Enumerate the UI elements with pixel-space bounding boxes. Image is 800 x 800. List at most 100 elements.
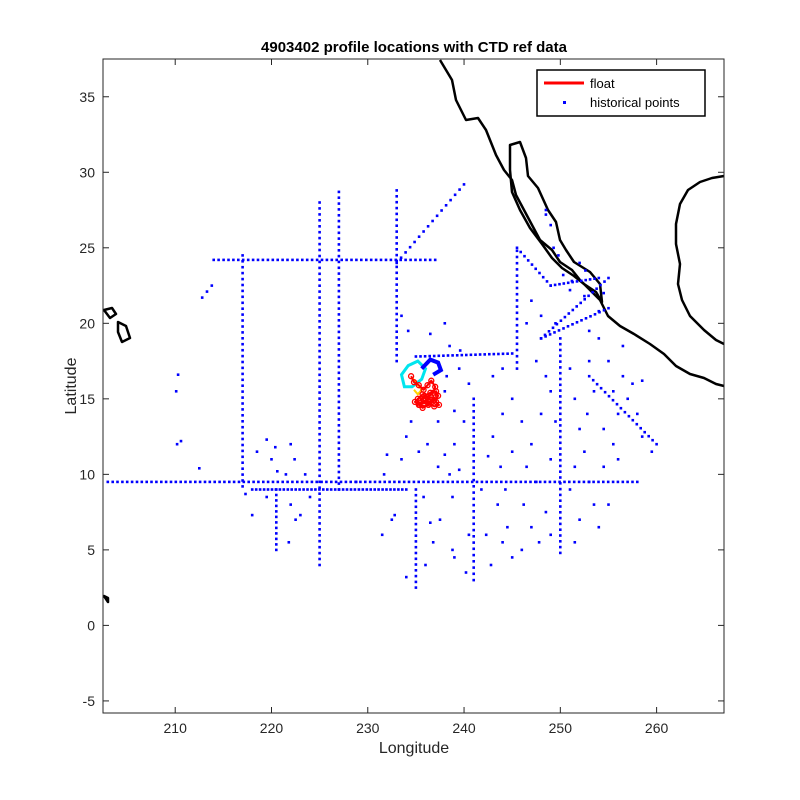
historical-point — [369, 258, 373, 262]
historical-point — [241, 443, 244, 447]
historical-point — [176, 373, 180, 376]
x-tick-label: 250 — [549, 720, 573, 736]
historical-point — [636, 412, 639, 416]
historical-point — [310, 258, 314, 262]
historical-point — [587, 480, 591, 484]
historical-point — [350, 258, 353, 262]
historical-point — [603, 280, 606, 283]
historical-point — [559, 389, 562, 392]
historical-point — [568, 488, 572, 491]
historical-point — [559, 383, 562, 387]
historical-point — [543, 480, 547, 484]
historical-point — [577, 480, 581, 484]
historical-point — [241, 295, 244, 299]
historical-point — [559, 453, 562, 456]
historical-point — [337, 219, 341, 223]
historical-point — [472, 478, 475, 482]
historical-point — [341, 488, 345, 491]
historical-point — [567, 312, 571, 315]
historical-point — [337, 319, 341, 322]
float-point — [424, 382, 431, 389]
historical-point — [306, 488, 309, 491]
historical-point — [395, 289, 398, 292]
historical-point — [431, 219, 434, 223]
historical-point — [210, 284, 214, 287]
historical-point — [222, 258, 225, 262]
historical-point — [558, 282, 561, 286]
historical-point — [337, 342, 341, 345]
historical-point — [626, 480, 629, 484]
historical-point — [414, 534, 418, 537]
historical-point — [400, 458, 403, 461]
historical-point — [559, 348, 562, 352]
historical-point — [318, 278, 321, 281]
historical-point — [318, 379, 321, 383]
historical-point — [424, 258, 427, 262]
historical-point — [559, 371, 562, 375]
historical-point — [538, 480, 542, 484]
historical-point — [559, 319, 563, 322]
historical-point — [539, 337, 543, 340]
historical-point — [241, 431, 244, 435]
historical-point — [258, 488, 262, 491]
historical-point — [296, 258, 299, 262]
historical-point — [318, 528, 321, 531]
historical-point — [586, 412, 589, 416]
historical-point — [544, 510, 548, 514]
historical-point — [337, 359, 341, 363]
historical-point — [389, 258, 393, 262]
historical-point — [395, 306, 398, 310]
historical-point — [241, 265, 244, 269]
historical-point — [647, 434, 650, 438]
historical-point — [203, 480, 207, 484]
historical-point — [429, 521, 432, 524]
historical-point — [337, 389, 341, 392]
historical-point — [461, 480, 464, 484]
historical-point — [318, 230, 321, 234]
historical-point — [212, 258, 215, 262]
historical-point — [480, 480, 484, 484]
historical-point — [241, 479, 244, 482]
x-axis-label: Longitude — [379, 740, 449, 757]
historical-point — [579, 301, 582, 305]
historical-point — [241, 342, 244, 346]
historical-point — [395, 318, 398, 322]
historical-point — [559, 418, 562, 421]
historical-point — [442, 354, 445, 357]
historical-point — [491, 374, 495, 378]
historical-point — [414, 511, 418, 514]
historical-point — [275, 510, 278, 513]
historical-point — [559, 493, 562, 497]
historical-point — [451, 354, 454, 357]
historical-point — [573, 465, 577, 469]
historical-point — [515, 323, 519, 327]
historical-point — [227, 258, 230, 262]
historical-point — [515, 299, 519, 302]
historical-point — [232, 480, 236, 484]
historical-point — [488, 352, 491, 356]
historical-point — [563, 480, 566, 484]
historical-point — [337, 284, 341, 287]
historical-point — [318, 266, 321, 270]
historical-point — [276, 470, 279, 473]
historical-point — [456, 480, 459, 484]
historical-point — [337, 336, 341, 340]
historical-point — [393, 513, 396, 517]
historical-point — [559, 429, 562, 433]
historical-point — [318, 290, 321, 293]
historical-point — [318, 403, 321, 406]
historical-point — [275, 537, 278, 541]
historical-point — [318, 468, 321, 472]
historical-point — [555, 322, 559, 326]
historical-point — [315, 480, 318, 484]
historical-point — [318, 373, 321, 377]
historical-point — [441, 480, 445, 484]
historical-point — [275, 532, 278, 535]
historical-point — [337, 365, 341, 369]
historical-point — [427, 480, 430, 484]
historical-point — [337, 313, 341, 316]
historical-point — [557, 254, 560, 257]
historical-point — [563, 315, 567, 319]
historical-point — [408, 245, 412, 249]
historical-point — [250, 488, 254, 491]
